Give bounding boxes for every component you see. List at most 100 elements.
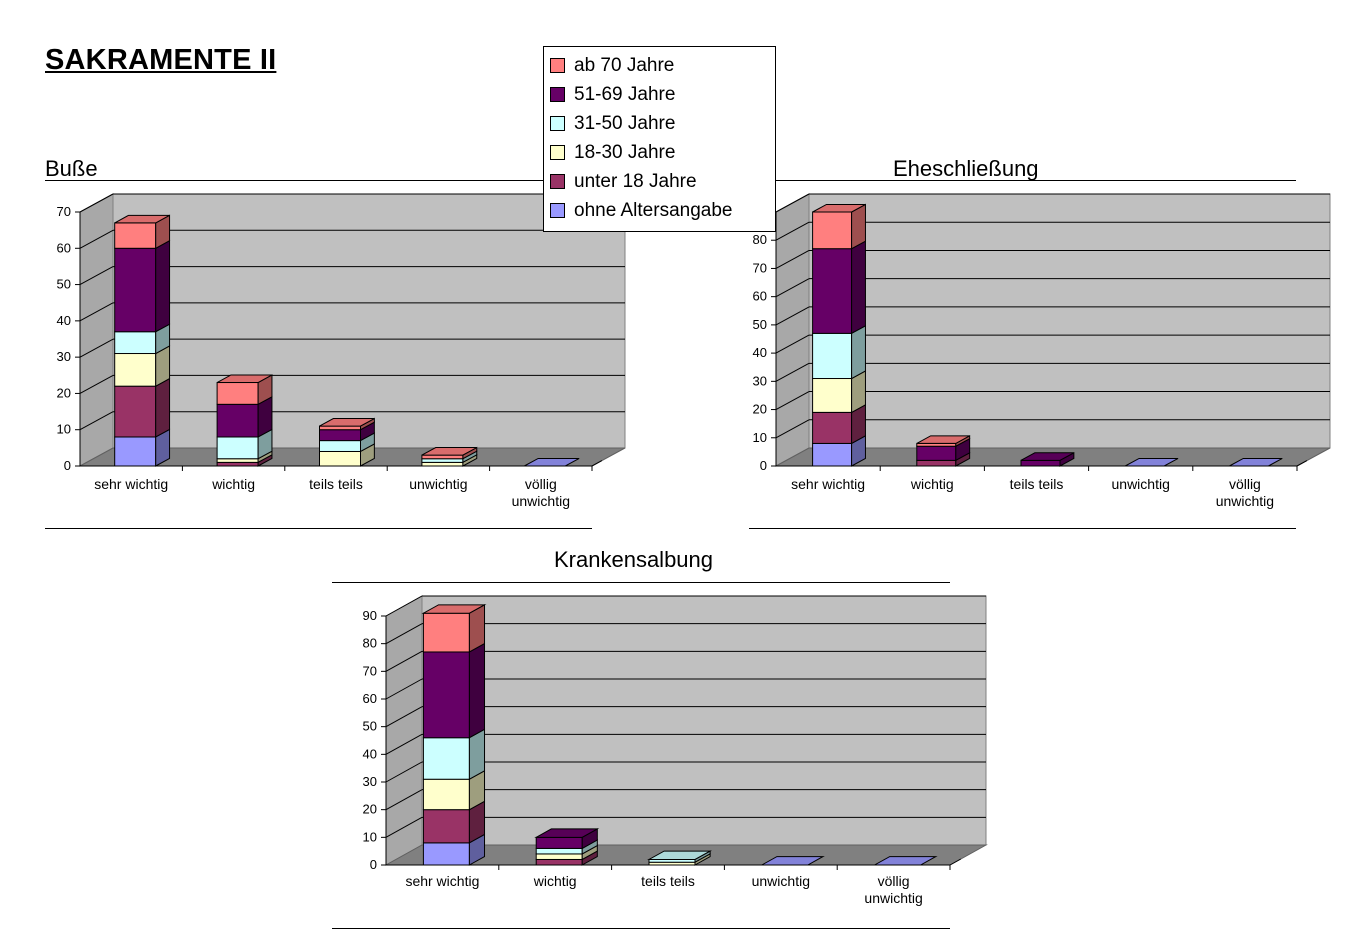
legend-swatch: [550, 145, 565, 160]
gridline-side: [79, 374, 114, 394]
y-tick-label: 20: [363, 802, 377, 817]
gridline-side: [385, 789, 423, 811]
bar-segment: [422, 612, 470, 653]
gridline-side: [775, 278, 810, 298]
y-tick-label: 80: [753, 232, 767, 247]
y-tick-label: 20: [753, 402, 767, 417]
y-tick-label: 70: [363, 663, 377, 678]
gridline-side: [775, 391, 810, 410]
bar-top: [524, 457, 580, 467]
bar-segment-side: [155, 239, 171, 333]
x-tick-label: völlig unwichtig: [1216, 476, 1274, 509]
bar-segment: [812, 211, 853, 250]
bar-segment-side: [851, 324, 866, 380]
x-tick-label: teils teils: [641, 873, 695, 889]
x-tick-label: sehr wichtig: [94, 476, 168, 492]
y-tick-label: 0: [64, 458, 71, 473]
bar-segment: [535, 836, 583, 849]
page-title: SAKRAMENTE II: [45, 44, 277, 76]
bar-stack: [916, 435, 971, 467]
chart-bottom-rule: [332, 928, 950, 929]
bar-stack: [1020, 451, 1075, 467]
bar-segment: [812, 411, 853, 444]
x-axis-end: [949, 858, 962, 866]
chart-bottom-rule: [749, 528, 1296, 529]
bar-stack: [114, 214, 171, 467]
legend-label: 31-50 Jahre: [574, 112, 676, 134]
legend-label: 18-30 Jahre: [574, 141, 676, 163]
bar-segment: [422, 737, 470, 780]
bar-segment: [812, 378, 853, 413]
side-wall: [79, 193, 114, 467]
bar-segment: [812, 332, 853, 380]
bar-segment-side: [155, 377, 171, 438]
side-wall: [775, 193, 810, 467]
bar-segment: [216, 382, 259, 405]
bar-top: [319, 418, 375, 427]
legend-item: unter 18 Jahre: [550, 167, 775, 196]
x-tick-label: unwichtig: [752, 873, 810, 889]
bar-top: [759, 856, 825, 866]
x-tick-label: wichtig: [533, 873, 577, 889]
back-wall: [112, 193, 626, 449]
side-wall: [385, 595, 423, 866]
bar-segment: [319, 425, 361, 431]
bar-segment: [916, 445, 957, 461]
gridline-side: [775, 250, 810, 269]
bar-segment-side: [468, 642, 486, 739]
bar-segment: [216, 458, 259, 463]
bar-stack: [759, 856, 825, 866]
gridline-side: [385, 733, 423, 755]
bar-top: [647, 850, 713, 860]
bar-stack: [647, 850, 713, 866]
bar-top: [534, 828, 600, 838]
bar-segment: [916, 459, 957, 467]
legend-item: 18-30 Jahre: [550, 138, 775, 167]
legend-label: ab 70 Jahre: [574, 54, 675, 76]
bar-top: [421, 604, 487, 614]
bar-segment: [114, 385, 157, 438]
bar-segment: [114, 331, 157, 355]
gridline-side: [775, 221, 810, 241]
legend-swatch: [550, 203, 565, 218]
bar-top: [1124, 457, 1179, 467]
y-tick-label: 50: [363, 719, 377, 734]
legend-item: 31-50 Jahre: [550, 109, 775, 138]
y-tick-label: 40: [753, 345, 767, 360]
x-tick-label: völlig unwichtig: [864, 873, 922, 906]
legend-label: unter 18 Jahre: [574, 170, 697, 192]
chart-2: 0 10 20 30 40 50 60 70 80 90 sehr wichtig wichtig te…: [363, 595, 988, 906]
gridline-side: [775, 334, 810, 354]
bar-segment: [319, 429, 361, 442]
y-tick-label: 30: [753, 373, 767, 388]
x-tick-label: unwichtig: [409, 476, 467, 492]
gridline-side: [385, 650, 423, 672]
legend-item: ohne Altersangabe: [550, 196, 775, 225]
x-tick-label: teils teils: [1010, 476, 1064, 492]
x-tick-label: sehr wichtig: [405, 873, 479, 889]
chart-0: 0 10 20 30 40 50 60 70 sehr wichtig wichtig teils …: [57, 193, 626, 509]
bar-top: [421, 447, 477, 456]
legend-item: ab 70 Jahre: [550, 51, 775, 80]
bar-top: [114, 214, 170, 224]
bar-segment: [319, 440, 361, 452]
y-tick-label: 10: [363, 829, 377, 844]
gridline-side: [385, 816, 423, 838]
bar-segment: [812, 248, 853, 334]
y-tick-label: 70: [753, 260, 767, 275]
bar-segment-side: [851, 240, 866, 335]
y-tick-label: 30: [363, 774, 377, 789]
bar-segment: [216, 461, 259, 467]
chart-top-rule: [45, 180, 592, 181]
bar-segment: [422, 651, 470, 739]
chart-top-rule: [749, 180, 1296, 181]
bar-segment: [319, 450, 361, 467]
bar-top: [916, 435, 970, 444]
bar-top: [216, 374, 273, 384]
bar-stack: [319, 417, 375, 467]
x-tick-label: sehr wichtig: [791, 476, 865, 492]
gridline-side: [79, 411, 114, 431]
y-tick-label: 80: [363, 636, 377, 651]
